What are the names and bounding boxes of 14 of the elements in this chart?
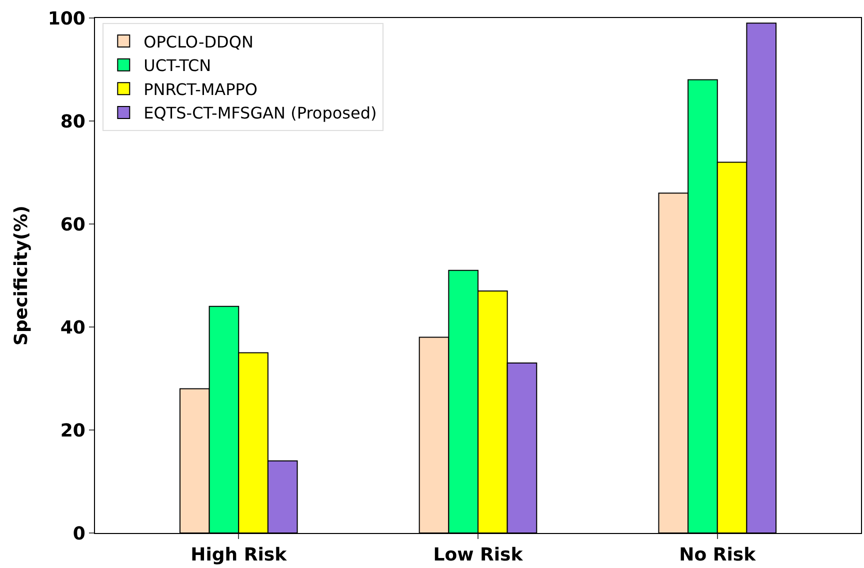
legend-label: EQTS-CT-MFSGAN (Proposed)	[144, 104, 377, 123]
y-tick-label: 20	[60, 420, 86, 442]
x-tick-label: High Risk	[190, 544, 288, 566]
y-tick-label: 40	[60, 317, 86, 338]
x-tick-label: Low Risk	[433, 544, 524, 566]
y-axis-title: Specificity(%)	[11, 206, 32, 346]
y-tick-label: 100	[48, 8, 86, 30]
legend-label: OPCLO-DDQN	[144, 32, 254, 52]
y-tick-label: 80	[60, 111, 86, 132]
y-tick-label: 60	[60, 214, 86, 236]
y-tick-label: 0	[72, 523, 86, 544]
legend-label: PNRCT-MAPPO	[144, 80, 258, 99]
legend-label: UCT-TCN	[144, 56, 212, 76]
x-tick-label: No Risk	[679, 544, 757, 566]
